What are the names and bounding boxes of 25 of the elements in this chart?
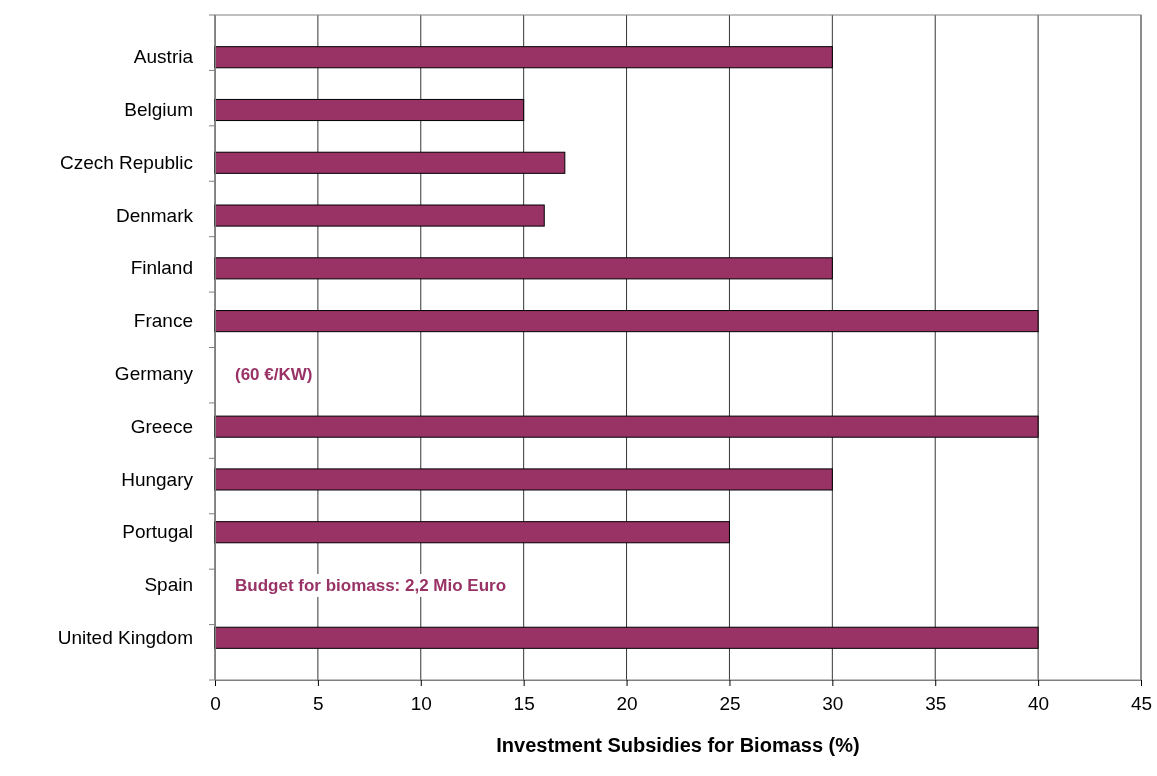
y-tick-label: France: [133, 310, 193, 332]
y-tick-label: Belgium: [124, 99, 193, 121]
x-tick-label: 5: [313, 692, 324, 714]
x-tick-label: 15: [513, 692, 535, 714]
x-tick-label: 45: [1130, 692, 1153, 714]
x-tick-label: 10: [410, 692, 432, 714]
y-tick-label: United Kingdom: [57, 626, 193, 648]
y-tick-label: Finland: [130, 257, 193, 279]
x-axis-title: Investment Subsidies for Biomass (%): [496, 734, 860, 756]
x-tick-label: 30: [822, 692, 844, 714]
y-tick-label: Spain: [144, 574, 193, 596]
x-tick-label: 0: [210, 692, 221, 714]
annotation: Budget for biomass: 2,2 Mio Euro: [235, 575, 507, 595]
annotation: (60 €/KW): [235, 364, 313, 384]
y-tick-label: Denmark: [115, 204, 194, 226]
x-tick-label: 35: [925, 692, 947, 714]
y-tick-label: Germany: [114, 362, 194, 384]
y-tick-label: Portugal: [122, 521, 193, 543]
x-tick-label: 25: [719, 692, 741, 714]
y-tick-label: Austria: [133, 46, 194, 68]
y-tick-label: Hungary: [121, 468, 194, 490]
y-tick-label: Greece: [130, 415, 193, 437]
x-tick-label: 20: [616, 692, 638, 714]
y-tick-label: Czech Republic: [59, 151, 193, 173]
x-tick-label: 40: [1028, 692, 1050, 714]
